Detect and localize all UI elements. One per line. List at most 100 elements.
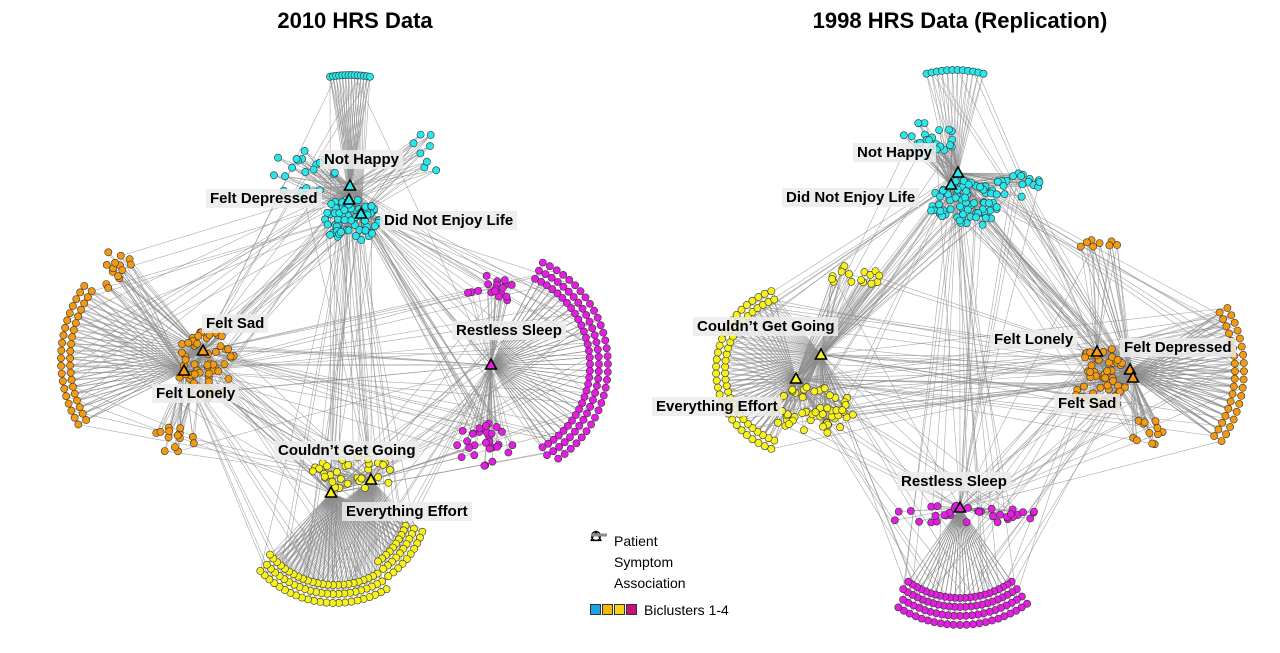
patient-node [582, 333, 590, 342]
patient-node [1222, 322, 1231, 331]
association-edge [814, 351, 1098, 392]
patient-node [1105, 241, 1114, 250]
patient-node [57, 354, 65, 363]
patient-node [80, 282, 89, 290]
symptom-node [343, 178, 357, 191]
patient-node [1223, 304, 1232, 312]
patient-node [962, 620, 971, 629]
patient-node [760, 289, 769, 298]
patient-node [1017, 172, 1026, 180]
association-edge [301, 158, 351, 187]
patient-node [327, 200, 336, 208]
association-edge [1132, 377, 1231, 428]
patient-node [111, 258, 119, 267]
association-edge [112, 268, 185, 372]
association-edge [716, 359, 797, 380]
patient-node [819, 422, 827, 431]
patient-node [571, 427, 579, 436]
association-edge [820, 271, 842, 356]
association-edge [810, 351, 1098, 421]
patient-node [545, 262, 554, 271]
patient-node [422, 157, 431, 166]
association-edge [348, 76, 371, 201]
association-edge [490, 364, 509, 453]
patient-node [567, 304, 575, 312]
association-edge [959, 173, 1019, 509]
symptom-node [1126, 370, 1140, 383]
patient-node [601, 336, 610, 345]
patient-node [847, 277, 856, 286]
label-did-not-enjoy-life-1998: Did Not Enjoy Life [782, 188, 920, 207]
patient-node [554, 454, 563, 463]
patient-node [474, 286, 483, 295]
patient-node [1230, 359, 1239, 368]
label-restless-sleep-2010: Restless Sleep [452, 321, 566, 340]
patient-node [104, 283, 113, 292]
association-edge [370, 479, 399, 569]
association-edge [1132, 377, 1234, 420]
patient-node [946, 205, 955, 214]
patient-node [126, 260, 135, 269]
association-edge [349, 185, 554, 452]
association-edge [348, 145, 431, 201]
patient-node [1132, 436, 1141, 445]
patient-node [1101, 373, 1110, 382]
association-edge [264, 479, 372, 576]
association-edge [912, 172, 959, 585]
patient-node [465, 444, 473, 452]
association-edge [957, 71, 974, 174]
association-edge [307, 364, 492, 600]
association-edge [183, 370, 270, 580]
association-edge [338, 479, 372, 594]
patient-node [592, 338, 601, 347]
patient-node [68, 333, 77, 341]
patient-node [767, 287, 776, 295]
association-edge [360, 213, 404, 549]
association-edge [959, 440, 1222, 509]
label-felt-sad-1998: Felt Sad [1054, 394, 1121, 413]
patient-node [1113, 241, 1121, 249]
patient-node [64, 399, 73, 408]
patient-node [583, 340, 592, 349]
association-edge [348, 76, 368, 201]
association-edge [950, 184, 1012, 515]
patient-node [989, 512, 997, 521]
patient-node [591, 413, 599, 422]
patient-node [1219, 315, 1228, 324]
patient-node [481, 421, 490, 430]
patient-node [328, 477, 337, 486]
association-edge [349, 479, 372, 593]
patient-node [1109, 376, 1117, 385]
association-edge [957, 73, 984, 174]
legend-patient-label: Patient [614, 532, 658, 549]
patient-node [774, 418, 782, 427]
association-edge [66, 395, 332, 494]
association-edge [183, 302, 579, 372]
patient-node [482, 271, 491, 280]
association-edge [269, 479, 372, 555]
patient-node [384, 478, 393, 487]
association-edge [366, 479, 372, 589]
association-edge [348, 199, 507, 297]
association-edge [326, 479, 372, 594]
patient-node [603, 352, 612, 360]
association-edge [202, 350, 475, 446]
patient-node [507, 280, 516, 289]
association-edge [360, 479, 372, 591]
patient-node [742, 301, 751, 309]
patient-node [265, 550, 274, 559]
patient-node [1019, 508, 1027, 516]
association-edge [489, 364, 492, 442]
patient-node [1030, 507, 1038, 516]
association-edge [183, 273, 546, 372]
association-edge [61, 350, 185, 372]
patient-node [301, 168, 310, 176]
association-edge [950, 184, 1095, 408]
patient-node [548, 285, 557, 294]
patient-node [502, 292, 511, 301]
association-edge [1129, 369, 1227, 435]
patient-node [712, 362, 720, 371]
association-edge [348, 74, 352, 201]
patient-node [1238, 383, 1247, 392]
patient-node [66, 361, 74, 370]
